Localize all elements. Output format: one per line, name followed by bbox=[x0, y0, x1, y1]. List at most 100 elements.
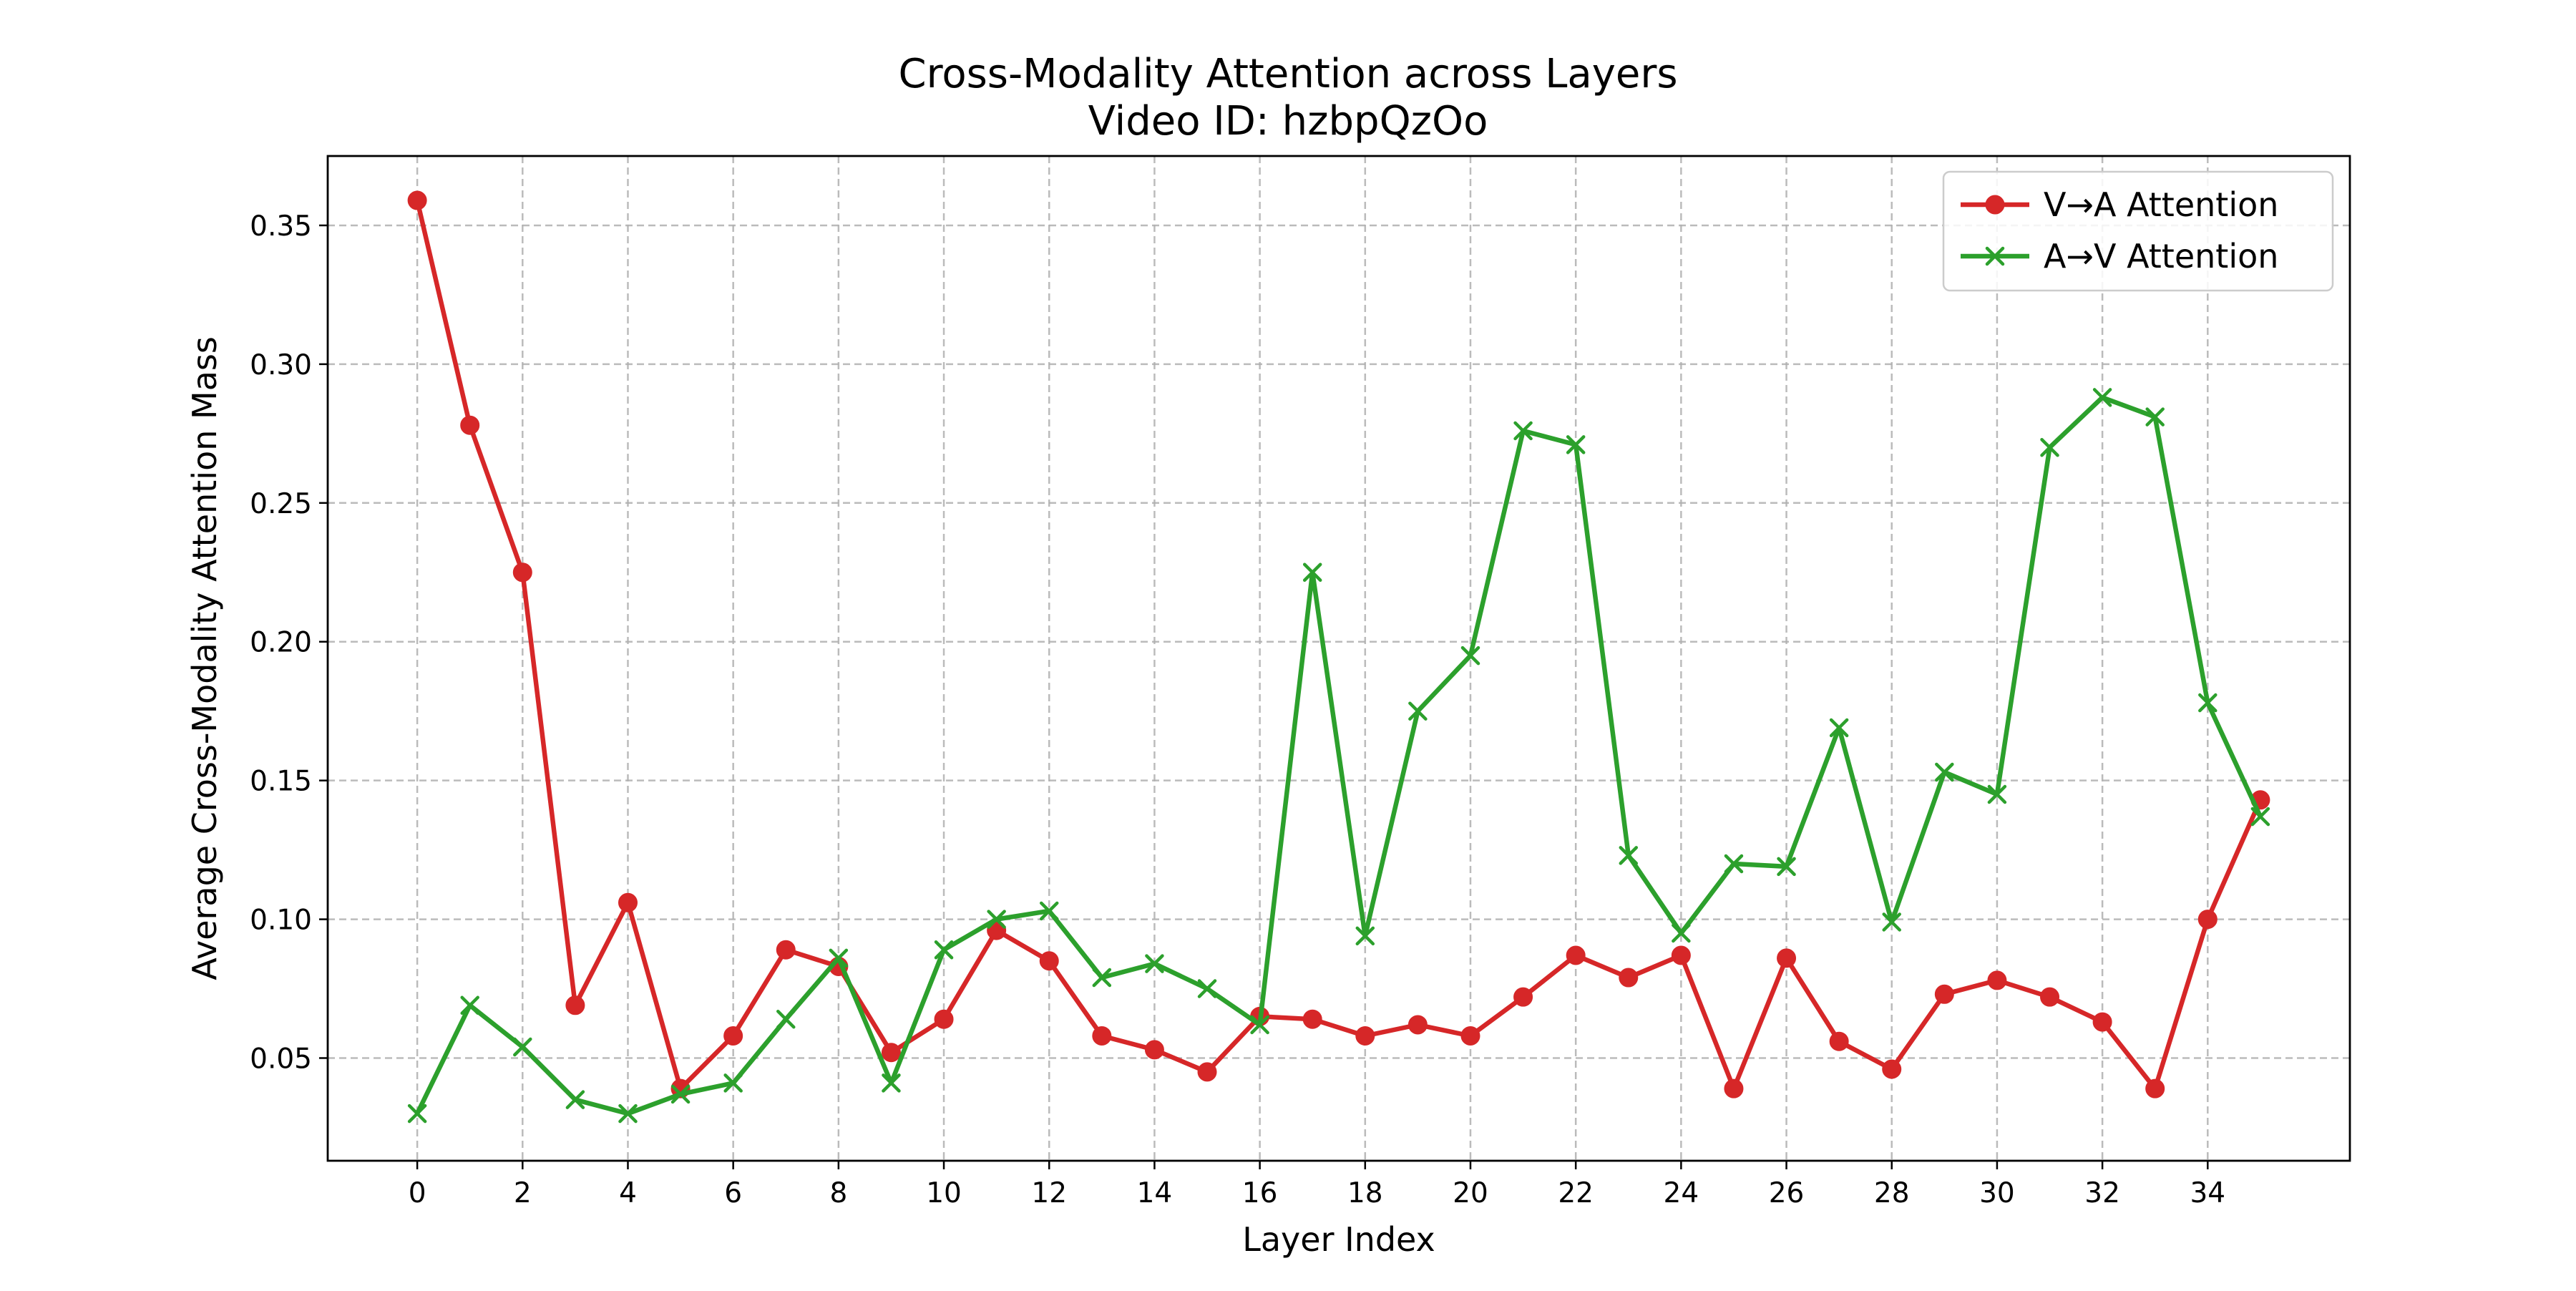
data-point bbox=[1934, 984, 1954, 1004]
data-point bbox=[1987, 784, 2007, 804]
data-point bbox=[1302, 562, 1322, 583]
x-tick-label: 24 bbox=[1664, 1177, 1699, 1209]
data-point bbox=[1460, 646, 1480, 666]
data-point bbox=[1671, 945, 1691, 965]
y-tick-label: 0.35 bbox=[250, 210, 312, 243]
series-a-to-v bbox=[407, 388, 2270, 1124]
data-point bbox=[513, 1037, 532, 1057]
x-tick-label: 4 bbox=[619, 1177, 637, 1209]
data-point bbox=[1935, 762, 1954, 782]
y-tick-label: 0.10 bbox=[250, 905, 312, 937]
data-point bbox=[1882, 912, 1901, 932]
data-point bbox=[723, 1073, 743, 1093]
y-tick-label: 0.20 bbox=[250, 627, 312, 659]
data-point bbox=[882, 1073, 901, 1093]
legend-entry: V→A Attention bbox=[1961, 185, 2278, 224]
data-point bbox=[618, 1104, 638, 1124]
legend-label: V→A Attention bbox=[2044, 185, 2278, 224]
data-point bbox=[565, 1090, 585, 1109]
x-tick-label: 16 bbox=[1242, 1177, 1278, 1209]
legend-label: A→V Attention bbox=[2044, 237, 2278, 276]
data-point bbox=[1829, 1031, 1849, 1051]
plot-frame bbox=[326, 155, 2351, 1162]
data-point bbox=[934, 1009, 954, 1029]
data-point bbox=[1250, 1015, 1269, 1035]
data-point bbox=[1513, 987, 1533, 1007]
legend: V→A Attention A→V Attention bbox=[1942, 170, 2334, 292]
x-tick-label: 32 bbox=[2084, 1177, 2120, 1209]
data-point bbox=[1724, 1078, 1744, 1098]
data-point bbox=[1145, 954, 1164, 973]
data-point bbox=[407, 190, 427, 210]
data-point bbox=[829, 948, 849, 968]
data-point bbox=[1144, 1040, 1164, 1060]
x-tick-label: 20 bbox=[1453, 1177, 1488, 1209]
y-tick-label: 0.15 bbox=[250, 766, 312, 798]
legend-entries: V→A Attention A→V Attention bbox=[1961, 185, 2278, 276]
chart-title: Cross-Modality Attention across Layers bbox=[898, 51, 1677, 97]
data-point bbox=[1882, 1059, 1902, 1079]
data-point bbox=[776, 1009, 796, 1029]
data-point bbox=[1460, 1026, 1480, 1046]
data-point bbox=[1987, 970, 2007, 990]
y-tick-label: 0.25 bbox=[250, 488, 312, 520]
data-point bbox=[987, 910, 1006, 929]
legend-entry: A→V Attention bbox=[1961, 237, 2278, 276]
x-tick-label: 26 bbox=[1769, 1177, 1805, 1209]
data-point bbox=[934, 940, 954, 960]
y-tick-label: 0.30 bbox=[250, 349, 312, 381]
x-tick-label: 22 bbox=[1558, 1177, 1594, 1209]
x-tick-label: 0 bbox=[409, 1177, 426, 1209]
x-tick-label: 30 bbox=[1979, 1177, 2015, 1209]
axis-ticks: 0 2 4 6 8 10 12 14 16 18 20 22 24 26 28 30 32 340.050.100… bbox=[250, 210, 2225, 1209]
data-point bbox=[1619, 846, 1639, 865]
data-point bbox=[2040, 437, 2059, 457]
data-point bbox=[1302, 1009, 1322, 1029]
data-point bbox=[2092, 1012, 2112, 1032]
x-tick-label: 14 bbox=[1137, 1177, 1173, 1209]
data-point bbox=[1777, 857, 1796, 877]
series-line bbox=[414, 395, 2263, 1116]
x-tick-label: 18 bbox=[1347, 1177, 1383, 1209]
data-point bbox=[1197, 1062, 1217, 1082]
data-point bbox=[618, 892, 638, 912]
data-point bbox=[2198, 693, 2218, 713]
data-point bbox=[1355, 926, 1375, 946]
data-point bbox=[1566, 435, 1586, 454]
data-point bbox=[1407, 1015, 1428, 1035]
data-point bbox=[1092, 1026, 1112, 1046]
data-point bbox=[1513, 421, 1533, 441]
data-point bbox=[1777, 948, 1797, 968]
data-point bbox=[2197, 910, 2218, 930]
data-point bbox=[776, 940, 796, 960]
x-tick-label: 2 bbox=[514, 1177, 532, 1209]
data-point bbox=[1197, 979, 1217, 998]
series-group bbox=[407, 190, 2270, 1124]
series-line bbox=[414, 198, 2263, 1091]
x-tick-label: 12 bbox=[1031, 1177, 1067, 1209]
data-point bbox=[460, 995, 479, 1015]
data-point bbox=[723, 1026, 743, 1046]
legend-box bbox=[1942, 170, 2334, 292]
x-tick-label: 34 bbox=[2190, 1177, 2225, 1209]
data-point bbox=[2250, 807, 2270, 827]
data-point bbox=[1672, 923, 1691, 943]
chart-subtitle: Video ID: hzbpQzOo bbox=[1088, 98, 1488, 145]
data-point bbox=[881, 1043, 901, 1063]
data-point bbox=[2092, 388, 2112, 407]
data-point bbox=[407, 1104, 427, 1124]
data-point bbox=[2145, 407, 2165, 427]
data-point bbox=[1039, 951, 1059, 971]
data-point bbox=[1829, 718, 1849, 738]
y-axis-label: Average Cross-Modality Attention Mass bbox=[185, 336, 224, 980]
data-point bbox=[1566, 945, 1586, 965]
data-point bbox=[1039, 901, 1059, 921]
data-point bbox=[1408, 701, 1428, 721]
data-point bbox=[460, 415, 480, 435]
grid-lines bbox=[328, 156, 2350, 1161]
data-point bbox=[2145, 1078, 2165, 1098]
data-point bbox=[1724, 854, 1744, 874]
data-point bbox=[1619, 968, 1639, 988]
